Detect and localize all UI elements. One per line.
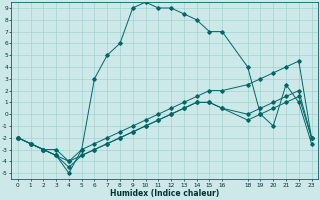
X-axis label: Humidex (Indice chaleur): Humidex (Indice chaleur) [110, 189, 219, 198]
